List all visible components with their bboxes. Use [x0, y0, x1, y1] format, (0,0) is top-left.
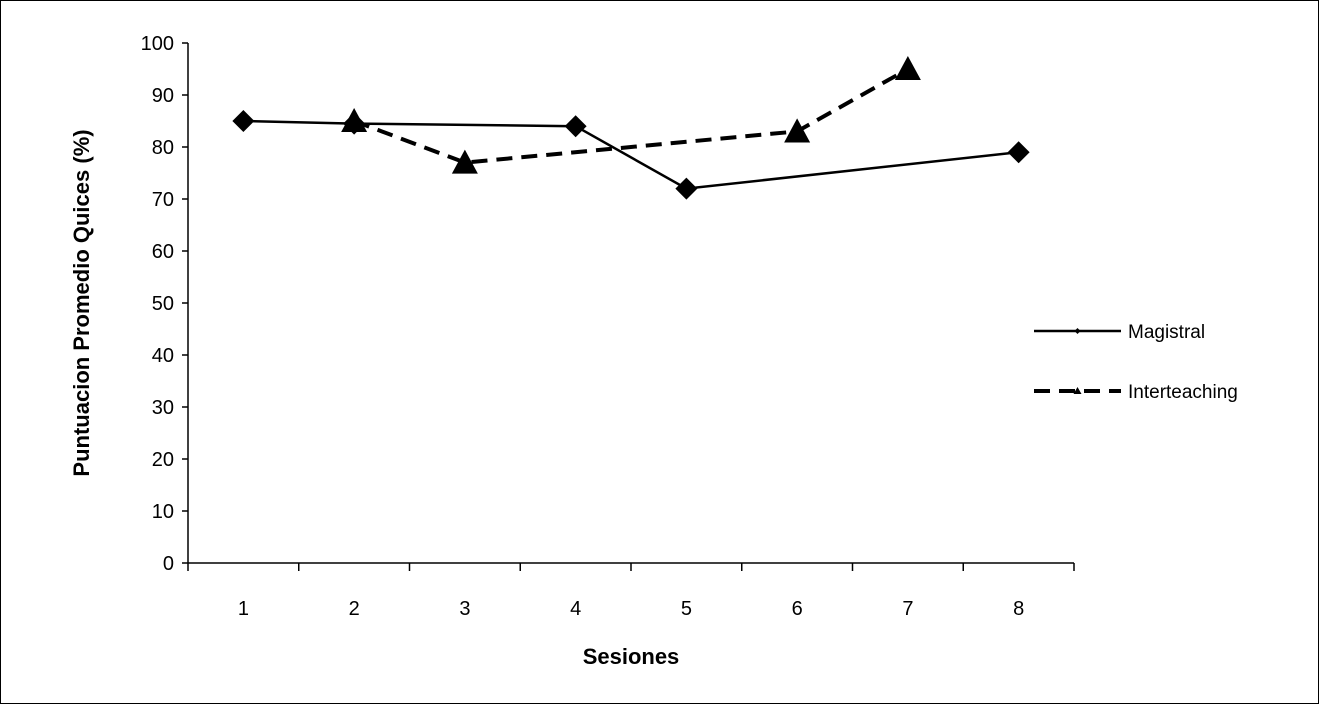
y-tick-label: 30 [152, 397, 174, 419]
legend-label: Interteaching [1128, 382, 1238, 403]
data-point [675, 177, 698, 200]
data-point [894, 56, 921, 81]
x-tick-label: 1 [238, 598, 249, 620]
y-tick-label: 20 [152, 449, 174, 471]
y-tick-label: 60 [152, 241, 174, 263]
axes [187, 43, 1074, 564]
data-point [1007, 141, 1030, 164]
legend-marker [1073, 387, 1082, 394]
series-group [232, 56, 1030, 200]
data-point [451, 149, 478, 174]
y-tick-label: 70 [152, 189, 174, 211]
y-tick-label: 40 [152, 345, 174, 367]
y-axis-label: Puntuacion Promedio Quices (%) [69, 129, 94, 476]
legend-marker [1074, 328, 1081, 334]
series-interteaching [341, 56, 921, 174]
data-point [341, 108, 368, 133]
legend-label: Magistral [1128, 322, 1205, 343]
series-magistral [232, 110, 1030, 200]
x-tick-label: 5 [681, 598, 692, 620]
data-point [232, 110, 255, 132]
series-line [353, 67, 909, 165]
y-tick-label: 90 [152, 85, 174, 107]
legend: Magistral Interteaching [1034, 322, 1238, 403]
data-point [784, 118, 811, 143]
y-axis-ticks: 0 10 20 30 40 50 60 70 80 90 100 [141, 33, 188, 575]
y-tick-label: 10 [152, 501, 174, 523]
x-axis-label: Sesiones [583, 644, 680, 669]
x-tick-label: 6 [792, 598, 803, 620]
y-tick-label: 80 [152, 137, 174, 159]
x-tick-label: 8 [1013, 598, 1024, 620]
y-tick-label: 0 [163, 553, 174, 575]
x-tick-label: 7 [902, 598, 913, 620]
data-point [564, 115, 587, 138]
x-tick-label: 2 [349, 598, 360, 620]
y-tick-label: 100 [141, 33, 174, 55]
x-axis-ticks: 1 2 3 4 5 6 7 8 [187, 563, 1075, 620]
y-tick-label: 50 [152, 293, 174, 315]
x-tick-label: 3 [459, 598, 470, 620]
x-tick-label: 4 [570, 598, 581, 620]
